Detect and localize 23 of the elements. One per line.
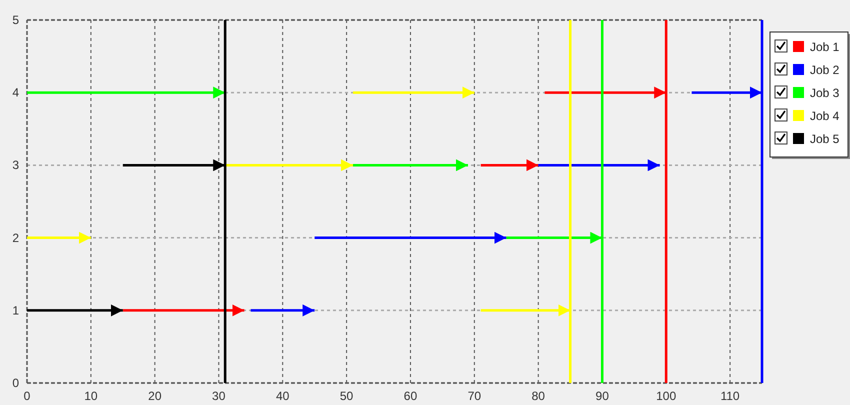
y-tick-label: 0 [12,376,20,390]
x-tick-label: 70 [468,389,482,403]
x-tick-label: 30 [212,389,226,403]
y-tick-label: 1 [12,303,20,318]
legend-label: Job 5 [810,132,840,146]
legend-label: Job 3 [810,86,840,100]
x-tick-label: 90 [596,389,610,403]
y-tick-label: 4 [12,86,20,100]
x-tick-label: 60 [404,389,418,403]
y-tick-label: 5 [12,13,20,27]
x-tick-label: 110 [720,389,740,403]
legend-label: Job 2 [810,63,840,77]
legend-label: Job 1 [810,40,840,54]
y-tick-label: 3 [12,158,20,172]
x-tick-label: 10 [84,389,98,403]
x-tick-label: 40 [276,389,290,403]
x-tick-label: 50 [340,389,354,403]
y-tick-label: 2 [12,230,20,245]
x-tick-label: 100 [656,389,676,403]
x-tick-label: 80 [532,389,546,403]
x-tick-label: 0 [24,389,31,403]
legend-label: Job 4 [810,109,840,123]
x-tick-label: 20 [148,389,162,403]
